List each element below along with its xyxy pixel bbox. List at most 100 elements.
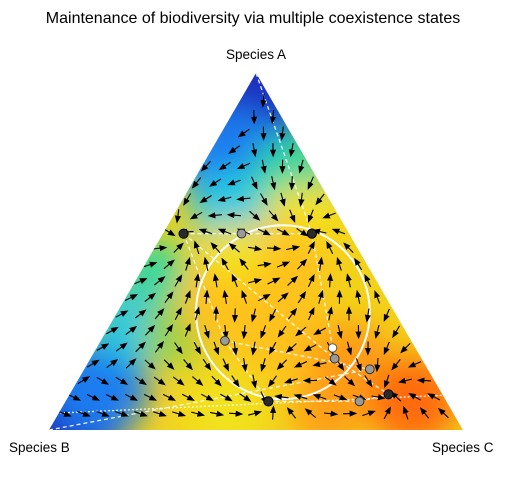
flow-arrow-133 bbox=[135, 341, 146, 353]
interior-equilibrium-0 bbox=[327, 343, 338, 353]
flow-arrow-82 bbox=[307, 273, 315, 288]
flow-arrow-26 bbox=[236, 195, 251, 202]
flow-arrow-74 bbox=[153, 276, 166, 286]
flow-arrow-122 bbox=[241, 324, 248, 340]
flow-arrow-172 bbox=[192, 376, 204, 386]
flow-arrow-153 bbox=[183, 359, 193, 371]
guide-line-2 bbox=[182, 233, 226, 342]
flow-arrow-193 bbox=[220, 393, 233, 402]
flow-arrow-137 bbox=[213, 341, 220, 356]
stable-equilibrium-1 bbox=[306, 228, 317, 239]
flow-arrow-225 bbox=[437, 407, 449, 419]
flow-arrow-98 bbox=[355, 289, 362, 304]
flow-arrow-149 bbox=[106, 359, 119, 369]
flow-arrow-157 bbox=[260, 358, 267, 373]
flow-arrow-147 bbox=[400, 342, 411, 354]
flow-arrow-33 bbox=[207, 212, 223, 219]
flow-arrow-24 bbox=[199, 195, 212, 204]
flow-arrow-55 bbox=[248, 245, 263, 252]
flow-arrow-163 bbox=[374, 357, 381, 373]
flow-arrow-197 bbox=[293, 393, 308, 400]
flow-arrow-103 bbox=[174, 307, 182, 320]
flow-arrow-0 bbox=[260, 93, 267, 108]
saddle-equilibrium-3 bbox=[364, 364, 375, 375]
equilibrium-points bbox=[178, 228, 394, 407]
flow-arrow-120 bbox=[203, 325, 210, 339]
flow-arrow-136 bbox=[193, 341, 202, 355]
flow-arrow-158 bbox=[276, 359, 288, 370]
flow-arrow-176 bbox=[268, 375, 278, 388]
flow-arrow-165 bbox=[407, 361, 422, 368]
flow-arrow-138 bbox=[232, 341, 239, 356]
flow-arrow-60 bbox=[343, 242, 354, 253]
flow-arrow-87 bbox=[144, 292, 157, 303]
flow-arrow-89 bbox=[184, 290, 191, 304]
flow-arrow-75 bbox=[174, 274, 183, 287]
flow-arrow-79 bbox=[248, 278, 263, 285]
flow-arrow-150 bbox=[125, 358, 137, 369]
flow-arrow-93 bbox=[257, 293, 271, 302]
flow-arrow-141 bbox=[285, 343, 297, 354]
field-blob-14 bbox=[368, 356, 459, 430]
flow-arrow-140 bbox=[268, 341, 277, 355]
flow-arrow-215 bbox=[248, 410, 263, 417]
flow-arrow-181 bbox=[364, 375, 373, 388]
flow-arrow-151 bbox=[144, 359, 156, 370]
flow-arrow-186 bbox=[86, 394, 100, 401]
color-field bbox=[49, 73, 463, 430]
flow-arrow-118 bbox=[164, 323, 174, 337]
flow-arrow-13 bbox=[260, 159, 267, 174]
flow-arrow-21 bbox=[288, 176, 296, 191]
stable-equilibrium-2 bbox=[263, 396, 274, 407]
flow-arrow-106 bbox=[231, 308, 239, 323]
flow-arrow-152 bbox=[163, 359, 175, 370]
flow-arrow-194 bbox=[239, 393, 252, 402]
vertex-label-species-a: Species A bbox=[225, 47, 287, 62]
field-blob-16 bbox=[185, 372, 265, 430]
flow-arrow-116 bbox=[125, 325, 138, 336]
flow-arrow-16 bbox=[191, 177, 202, 189]
flow-arrow-188 bbox=[124, 393, 138, 401]
flow-arrow-90 bbox=[203, 289, 210, 304]
flow-arrow-108 bbox=[269, 308, 277, 322]
flow-arrow-25 bbox=[217, 195, 232, 202]
flow-arrow-9 bbox=[288, 143, 295, 158]
field-blob-17 bbox=[205, 221, 266, 282]
flow-arrow-177 bbox=[284, 377, 298, 384]
flow-arrow-63 bbox=[184, 256, 191, 271]
flow-arrow-3 bbox=[237, 128, 250, 138]
flow-arrow-67 bbox=[257, 261, 272, 268]
flow-arrow-169 bbox=[134, 376, 147, 386]
flow-arrow-198 bbox=[312, 393, 327, 400]
stable-equilibrium-3 bbox=[383, 389, 394, 400]
flow-arrow-23 bbox=[183, 193, 192, 206]
flow-arrow-218 bbox=[304, 408, 316, 418]
flow-arrow-27 bbox=[260, 193, 268, 206]
flow-arrow-121 bbox=[222, 324, 229, 340]
flow-arrow-187 bbox=[105, 394, 119, 401]
flow-arrow-155 bbox=[222, 358, 229, 372]
flow-arrow-47 bbox=[296, 227, 309, 237]
flow-arrow-114 bbox=[383, 308, 390, 323]
flow-arrow-107 bbox=[250, 308, 257, 323]
flow-arrow-32 bbox=[189, 211, 203, 220]
flow-arrow-167 bbox=[96, 376, 110, 385]
flow-arrow-88 bbox=[164, 291, 174, 304]
flow-arrow-18 bbox=[227, 179, 241, 186]
flow-arrow-135 bbox=[174, 342, 183, 355]
flow-arrow-222 bbox=[383, 406, 392, 420]
flow-arrow-20 bbox=[270, 176, 277, 191]
flow-arrow-185 bbox=[67, 394, 81, 401]
flow-arrow-223 bbox=[402, 405, 409, 420]
flow-arrow-102 bbox=[154, 308, 165, 320]
flow-arrow-127 bbox=[336, 324, 343, 340]
flow-arrow-113 bbox=[364, 308, 371, 323]
flow-arrow-86 bbox=[124, 294, 138, 301]
flow-arrow-110 bbox=[308, 306, 315, 321]
flow-arrow-199 bbox=[333, 394, 348, 401]
flow-arrow-119 bbox=[184, 323, 191, 337]
flow-arrow-211 bbox=[172, 410, 187, 417]
flow-arrow-190 bbox=[162, 393, 176, 401]
flow-arrow-10 bbox=[200, 160, 212, 172]
flow-arrow-168 bbox=[115, 376, 129, 385]
